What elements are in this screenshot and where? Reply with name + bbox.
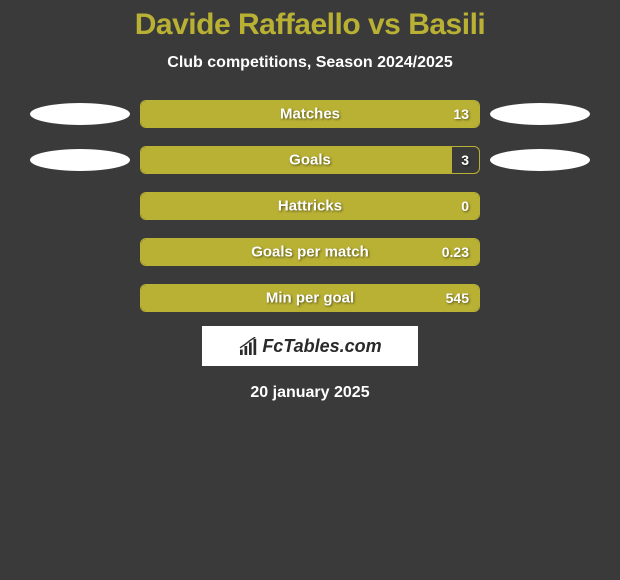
stat-label: Goals [141,152,479,169]
stat-label: Goals per match [141,244,479,261]
logo-text: FcTables.com [262,336,381,357]
chart-icon [238,337,260,355]
stat-bar: Matches 13 [140,100,480,128]
stat-value: 0 [461,198,469,214]
stat-label: Min per goal [141,290,479,307]
stat-value: 13 [453,106,469,122]
player-right-ellipse [490,103,590,125]
stat-bar: Goals 3 [140,146,480,174]
stat-bar: Goals per match 0.23 [140,238,480,266]
stat-value: 545 [446,290,469,306]
stat-label: Hattricks [141,198,479,215]
stat-label: Matches [141,106,479,123]
player-left-ellipse [30,103,130,125]
stats-list: Matches 13 Goals 3 Hattricks 0 [0,100,620,312]
stat-row: Goals per match 0.23 [0,238,620,266]
stat-row: Goals 3 [0,146,620,174]
page-subtitle: Club competitions, Season 2024/2025 [167,54,452,72]
stat-value: 3 [461,152,469,168]
stat-bar: Min per goal 545 [140,284,480,312]
stat-row: Min per goal 545 [0,284,620,312]
player-right-ellipse [490,149,590,171]
stat-bar: Hattricks 0 [140,192,480,220]
player-left-ellipse [30,149,130,171]
stat-row: Hattricks 0 [0,192,620,220]
page-title: Davide Raffaello vs Basili [135,8,486,42]
date-text: 20 january 2025 [250,384,369,402]
infographic-container: Davide Raffaello vs Basili Club competit… [0,0,620,402]
logo-box: FcTables.com [202,326,418,366]
stat-row: Matches 13 [0,100,620,128]
stat-value: 0.23 [442,244,469,260]
